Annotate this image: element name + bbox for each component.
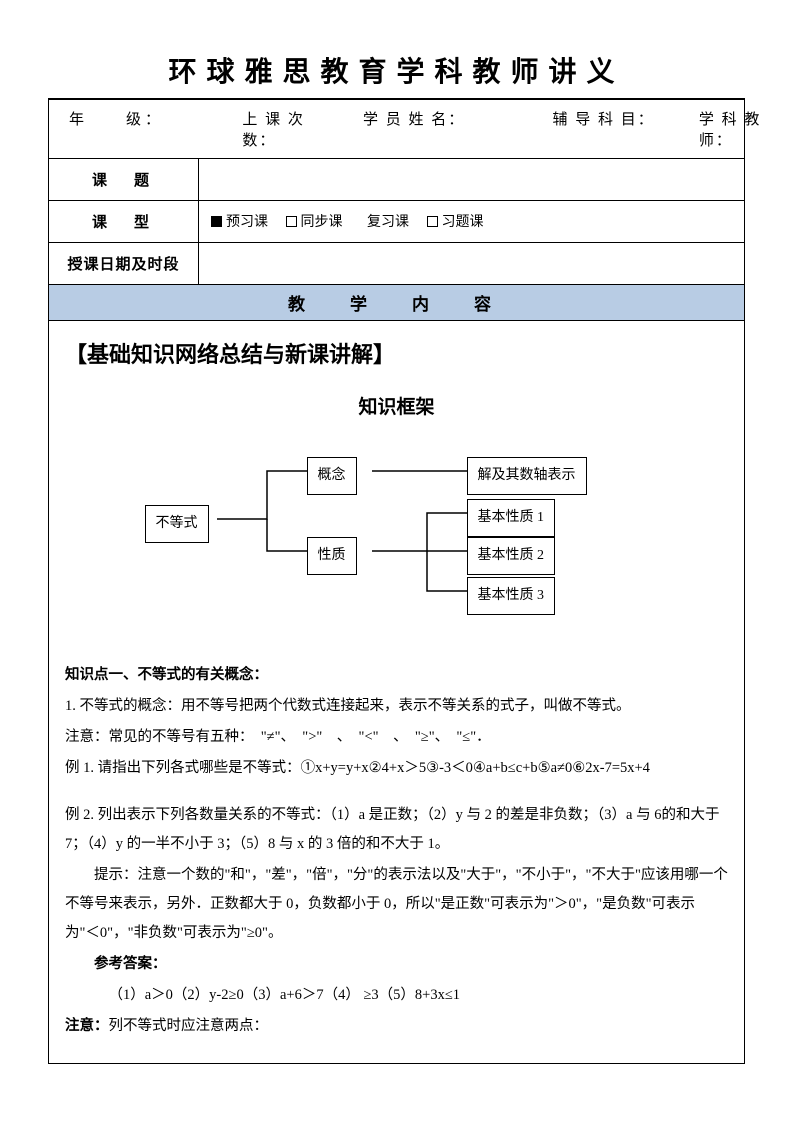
type-label: 课 型 xyxy=(49,201,199,242)
student-name-label: 学 员 姓 名： xyxy=(363,108,552,150)
kp1-title: 知识点一、不等式的有关概念： xyxy=(65,661,728,690)
opt-sync: 同步课 xyxy=(301,215,343,230)
checkbox-preview-icon[interactable] xyxy=(211,216,222,227)
date-value[interactable] xyxy=(199,243,744,284)
node-leaf3: 基本性质 2 xyxy=(467,537,556,575)
subject-label: 辅 导 科 目： xyxy=(552,108,698,150)
para-ex2: 例 2. 列出表示下列各数量关系的不等式：（1）a 是正数；（2）y 与 2 的… xyxy=(65,801,728,859)
section-header: 教 学 内 容 xyxy=(48,285,745,321)
para-note2: 注意：列不等式时应注意两点： xyxy=(65,1012,728,1041)
para-ans-label: 参考答案： xyxy=(65,950,728,979)
date-label: 授课日期及时段 xyxy=(49,243,199,284)
opt-preview: 预习课 xyxy=(226,215,268,230)
para-hint: 提示：注意一个数的"和"，"差"，"倍"，"分"的表示法以及"大于"，"不小于"… xyxy=(65,861,728,948)
grade-label: 年 级： xyxy=(69,108,242,150)
node-leaf2: 基本性质 1 xyxy=(467,499,556,537)
node-concept: 概念 xyxy=(307,457,357,495)
checkbox-exercise-icon[interactable] xyxy=(427,216,438,227)
topic-row: 课 题 xyxy=(48,159,745,201)
main-heading: 【基础知识网络总结与新课讲解】 xyxy=(65,333,728,377)
knowledge-diagram: 不等式 概念 性质 解及其数轴表示 基本性质 1 基本性质 2 基本性质 3 xyxy=(137,441,657,631)
content-area: 【基础知识网络总结与新课讲解】 知识框架 不等式 概念 性质 解及其数轴表示 基… xyxy=(48,321,745,1064)
para-def: 1. 不等式的概念：用不等号把两个代数式连接起来，表示不等关系的式子，叫做不等式… xyxy=(65,692,728,721)
node-root: 不等式 xyxy=(145,505,209,543)
info-header-block: 年 级： 上 课 次 数： 学 员 姓 名： 辅 导 科 目： 学 科 教 师： xyxy=(48,99,745,159)
node-leaf4: 基本性质 3 xyxy=(467,577,556,615)
opt-review: 复习课 xyxy=(367,215,409,230)
topic-label: 课 题 xyxy=(49,159,199,200)
para-ans: （1）a＞0（2）y-2≥0（3）a+6＞7（4） ≥3（5）8+3x≤1 xyxy=(65,981,728,1010)
lesson-count-label: 上 课 次 数： xyxy=(242,108,323,150)
opt-exercise: 习题课 xyxy=(442,215,484,230)
para-ex1: 例 1. 请指出下列各式哪些是不等式：①x+y=y+x②4+x＞5③-3＜0④a… xyxy=(65,754,728,783)
type-row: 课 型 预习课 同步课 复习课 习题课 xyxy=(48,201,745,243)
note2-text: 列不等式时应注意两点： xyxy=(109,1018,269,1034)
node-property: 性质 xyxy=(307,537,357,575)
date-row: 授课日期及时段 xyxy=(48,243,745,285)
topic-value[interactable] xyxy=(199,159,744,200)
page-title: 环球雅思教育学科教师讲义 xyxy=(48,50,745,100)
node-leaf1: 解及其数轴表示 xyxy=(467,457,587,495)
checkbox-sync-icon[interactable] xyxy=(286,216,297,227)
teacher-label: 学 科 教 师： xyxy=(699,108,787,150)
type-options: 预习课 同步课 复习课 习题课 xyxy=(199,201,744,242)
sub-heading: 知识框架 xyxy=(65,389,728,427)
para-note1: 注意：常见的不等号有五种： "≠"、 ">" 、 "<" 、 "≥"、 "≤"． xyxy=(65,723,728,752)
